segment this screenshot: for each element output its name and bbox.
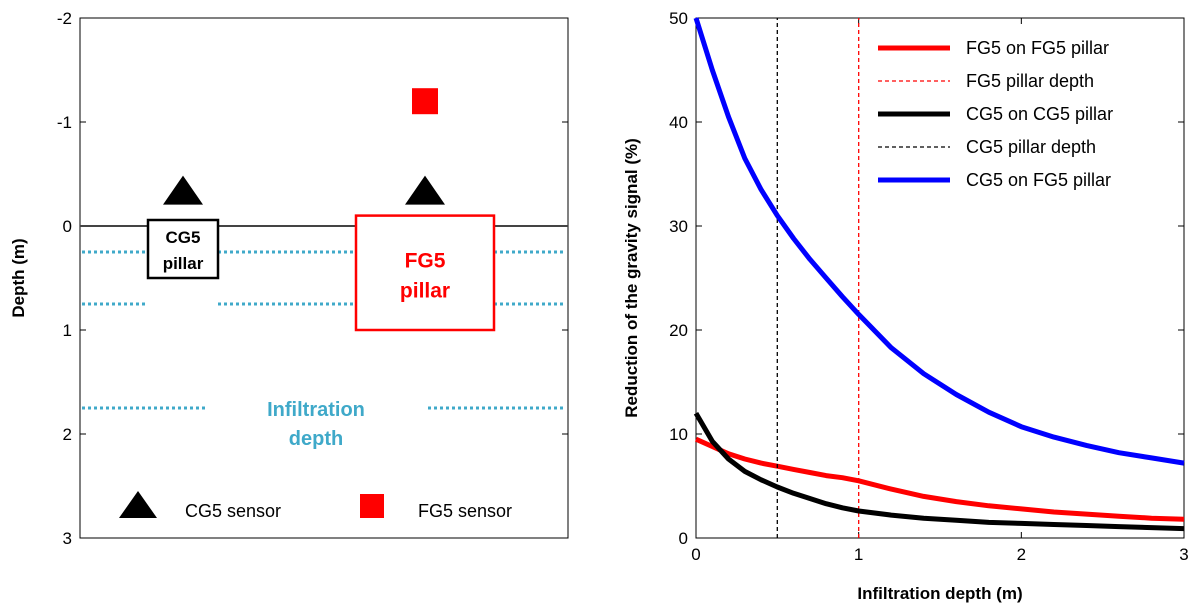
depth-tick-label: -1 — [57, 113, 72, 132]
y-tick-label: 30 — [669, 217, 688, 236]
fg5-sensor-marker — [412, 88, 438, 115]
x-tick-label: 1 — [854, 545, 863, 564]
legend-cg5-sensor-marker — [119, 491, 157, 518]
cg5-pillar-label-line1: CG5 — [166, 228, 201, 247]
fg5-pillar-label-line2: pillar — [400, 280, 450, 303]
legend-label-fg5-on-fg5-pillar: FG5 on FG5 pillar — [966, 38, 1109, 58]
legend-label-cg5-pillar-depth: CG5 pillar depth — [966, 137, 1096, 157]
legend-label-cg5-on-cg5-pillar: CG5 on CG5 pillar — [966, 104, 1113, 124]
y-tick-label: 40 — [669, 113, 688, 132]
plot-frame — [695, 17, 1185, 539]
depth-axis-label: Depth (m) — [9, 238, 28, 317]
y-tick-label: 50 — [669, 9, 688, 28]
sensors — [163, 88, 445, 205]
series-cg5-on-cg5-pillar — [693, 411, 1185, 532]
chart-legend: FG5 on FG5 pillar FG5 pillar depth CG5 on … — [878, 38, 1113, 190]
chart-x-axis-label: Infiltration depth (m) — [857, 584, 1022, 603]
y-tick-label: 10 — [669, 425, 688, 444]
legend-fg5-sensor-label: FG5 sensor — [418, 501, 512, 521]
cg5-pillar-label-line2: pillar — [163, 254, 204, 273]
depth-tick-label: -2 — [57, 9, 72, 28]
depth-tick-label: 2 — [63, 425, 72, 444]
x-tick-label: 3 — [1179, 545, 1188, 564]
x-tick-label: 2 — [1017, 545, 1026, 564]
x-tick-label: 0 — [691, 545, 700, 564]
y-tick-label: 0 — [679, 529, 688, 548]
cg5-sensor-marker — [163, 175, 203, 205]
depth-tick-label: 1 — [63, 321, 72, 340]
legend-label-cg5-on-fg5-pillar: CG5 on FG5 pillar — [966, 170, 1111, 190]
depth-diagram: -2 -1 0 1 2 3 Depth (m) CG5 pillar FG5 pillar… — [9, 9, 569, 548]
depth-tick-label: 3 — [63, 529, 72, 548]
infiltration-depth-label-line1: Infiltration — [267, 399, 365, 421]
depth-tick-label: 0 — [63, 217, 72, 236]
legend-fg5-sensor-marker — [360, 494, 384, 518]
series-cg5-on-fg5-pillar — [693, 17, 1185, 466]
infiltration-depth-label-line2: depth — [289, 428, 343, 450]
cg5-sensor-marker — [405, 175, 445, 205]
chart-series — [693, 17, 1185, 538]
legend-label-fg5-pillar-depth: FG5 pillar depth — [966, 71, 1094, 91]
fg5-pillar-label-line1: FG5 — [405, 250, 446, 273]
cg5-pillar-box — [146, 218, 220, 280]
fg5-pillar-box — [354, 214, 496, 332]
infiltration-lines — [82, 250, 566, 410]
legend-cg5-sensor-label: CG5 sensor — [185, 501, 281, 521]
y-tick-label: 20 — [669, 321, 688, 340]
chart-y-axis-label: Reduction of the gravity signal (%) — [622, 138, 641, 418]
